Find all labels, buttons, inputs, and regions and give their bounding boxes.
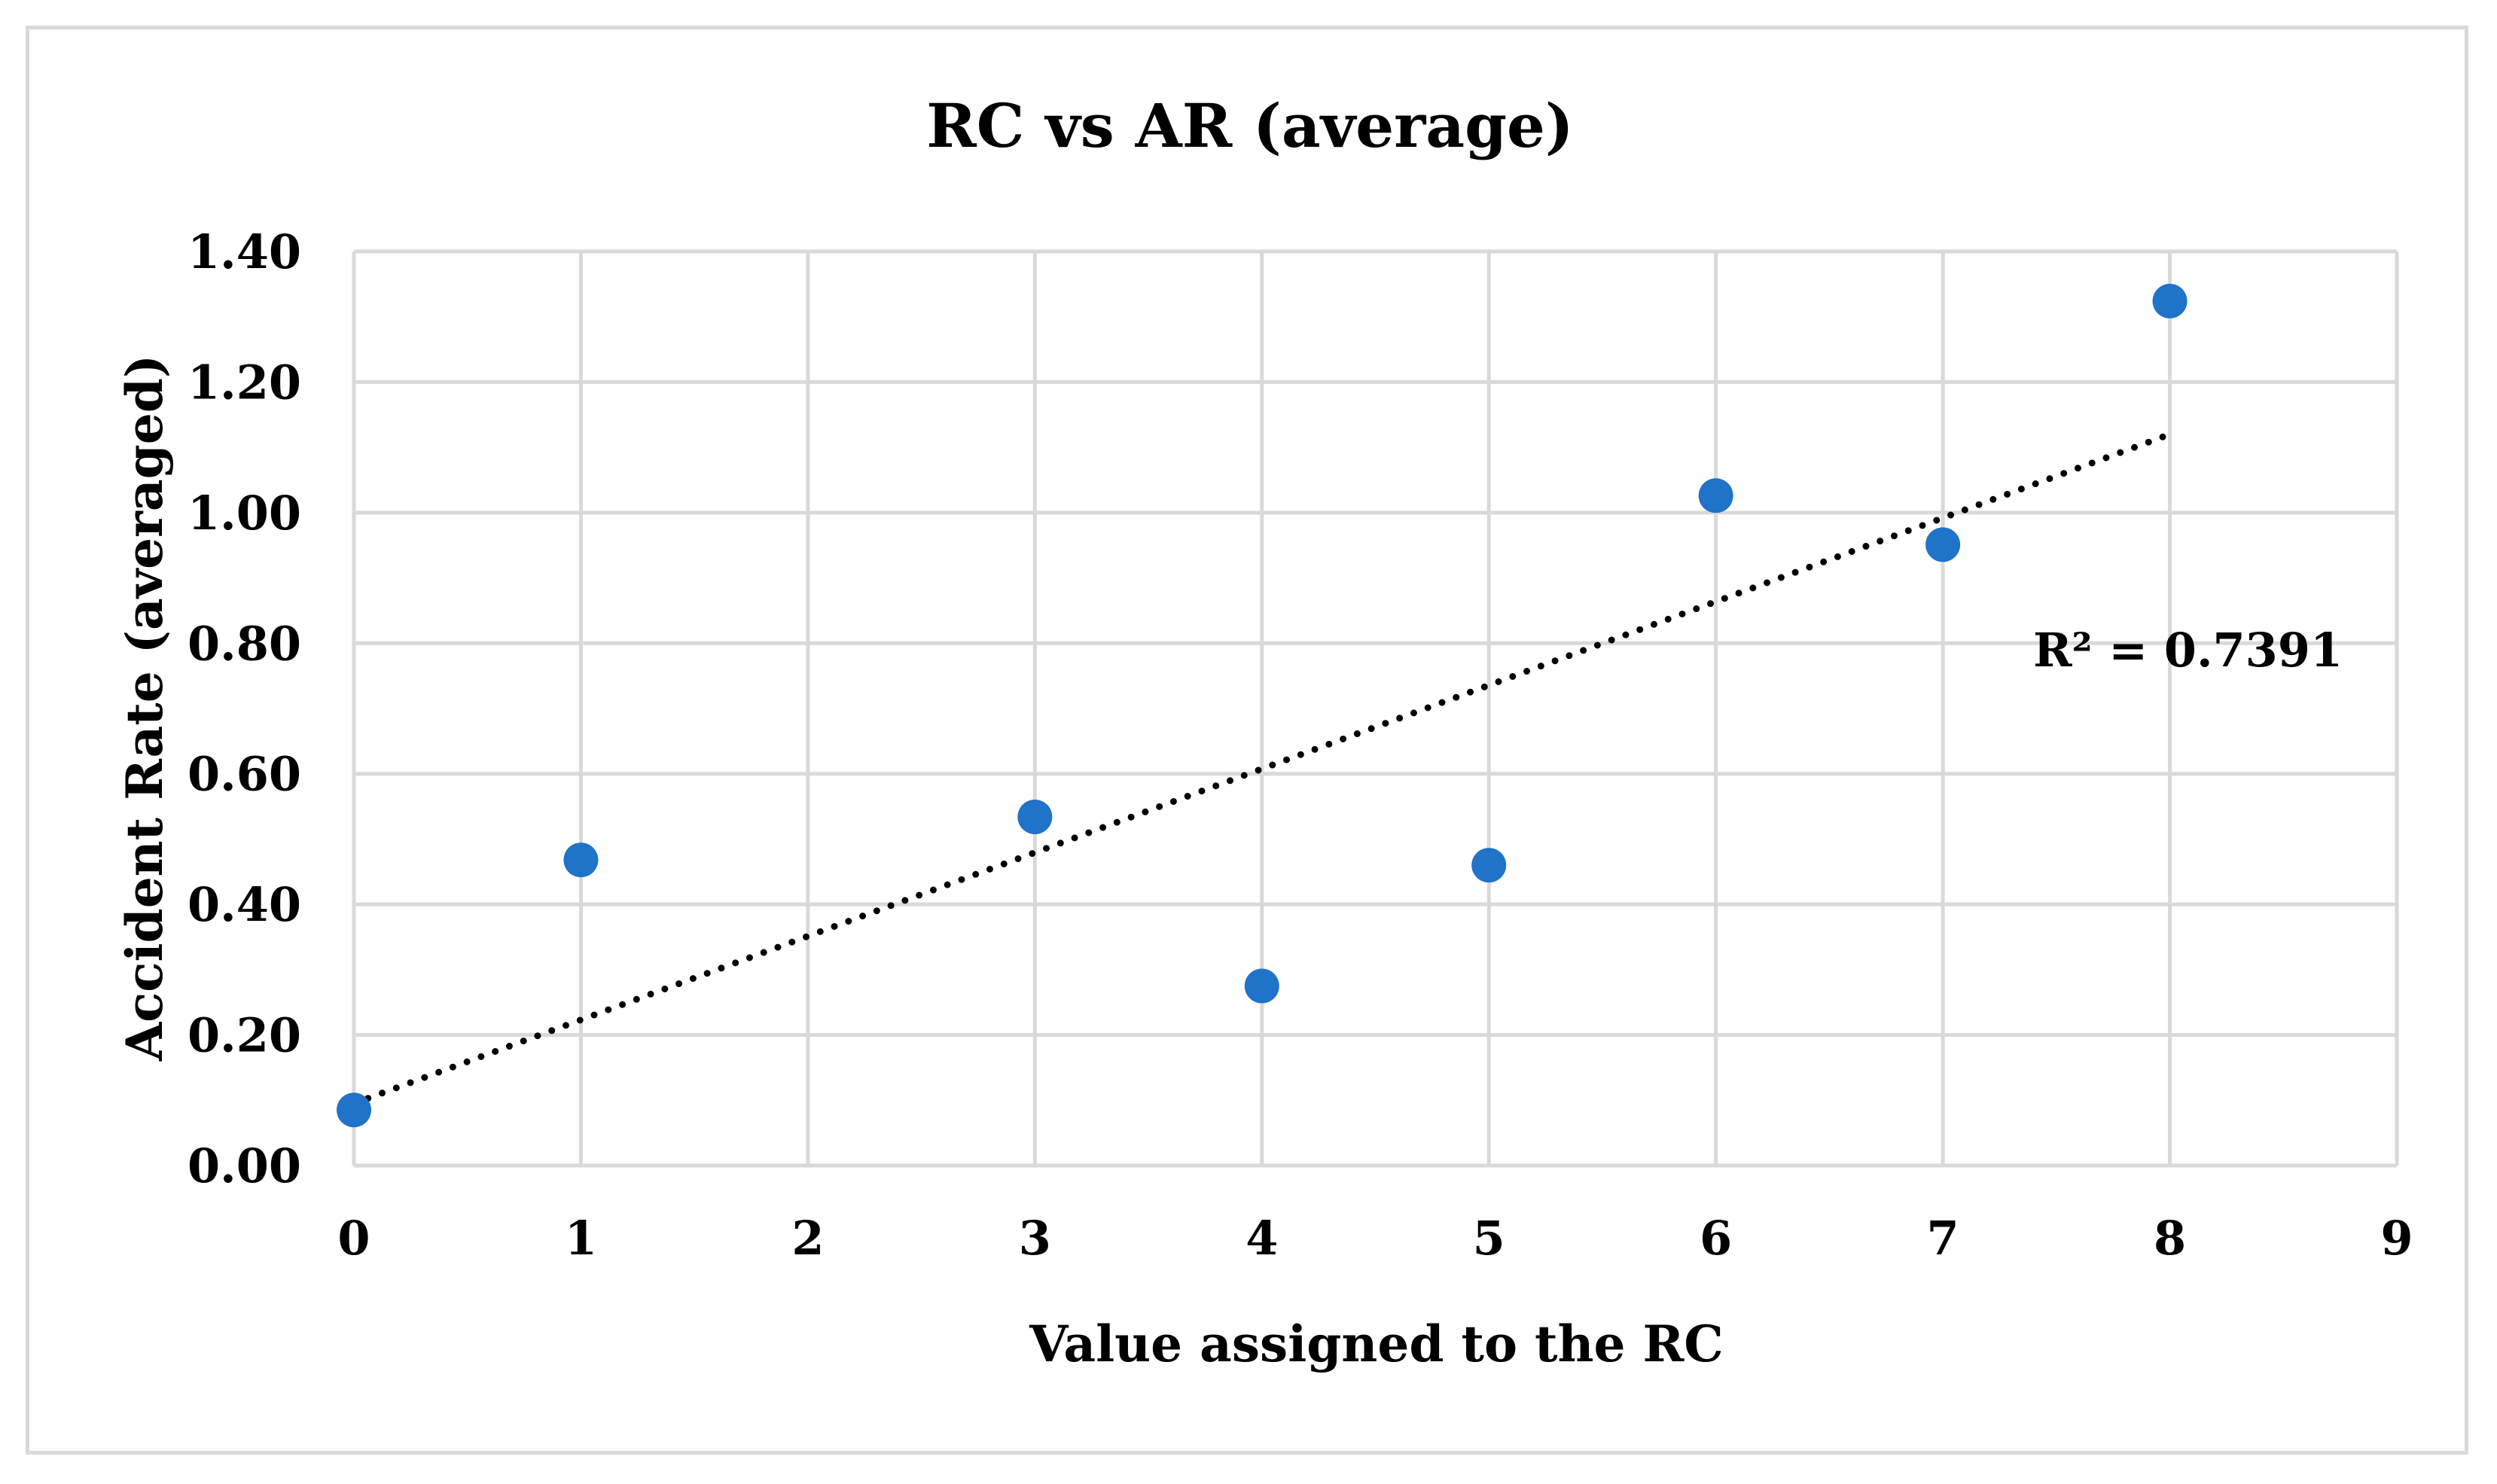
data-point xyxy=(1017,799,1053,834)
r-squared-label: R² = 0.7391 xyxy=(2033,623,2343,678)
y-axis-title: Accident Rate (averaged) xyxy=(115,355,174,1062)
x-tick-label: 1 xyxy=(565,1211,597,1266)
data-points xyxy=(337,283,2188,1128)
data-point xyxy=(1244,968,1279,1004)
trendline xyxy=(350,431,2174,1108)
y-tick-label: 1.00 xyxy=(188,486,301,541)
data-point xyxy=(1698,478,1733,513)
y-tick-label: 1.20 xyxy=(188,355,301,410)
x-tick-label: 6 xyxy=(1700,1211,1732,1266)
data-point xyxy=(1471,848,1507,883)
y-tick-label: 0.40 xyxy=(188,877,301,932)
y-tick-label: 1.40 xyxy=(188,224,301,279)
x-tick-label: 8 xyxy=(2154,1211,2186,1266)
x-axis-title: Value assigned to the RC xyxy=(1029,1315,1724,1373)
x-tick-label: 3 xyxy=(1019,1211,1051,1266)
chart-frame xyxy=(26,26,2468,1455)
y-tick-label: 0.60 xyxy=(188,747,301,802)
gridlines xyxy=(352,249,2399,1168)
data-point xyxy=(563,843,599,878)
data-point xyxy=(337,1092,371,1128)
x-tick-label: 7 xyxy=(1927,1211,1959,1266)
data-point xyxy=(1925,527,1961,562)
x-tick-label: 5 xyxy=(1473,1211,1505,1266)
y-tick-label: 0.80 xyxy=(188,616,301,671)
y-tick-label: 0.00 xyxy=(188,1138,301,1193)
data-point xyxy=(2152,283,2188,318)
chart-title: RC vs AR (average) xyxy=(926,90,1574,161)
y-tick-label: 0.20 xyxy=(188,1008,301,1063)
trendline-group xyxy=(350,431,2174,1108)
x-tick-label: 0 xyxy=(337,1211,370,1266)
tick-labels: 0 1 2 3 4 5 6 7 8 9 0.00 0.20 0.40 0.60 0.80 1.00 1.20 1.… xyxy=(188,224,2413,1266)
x-tick-label: 4 xyxy=(1245,1211,1278,1266)
x-tick-label: 2 xyxy=(791,1211,824,1266)
x-tick-label: 9 xyxy=(2380,1211,2413,1266)
